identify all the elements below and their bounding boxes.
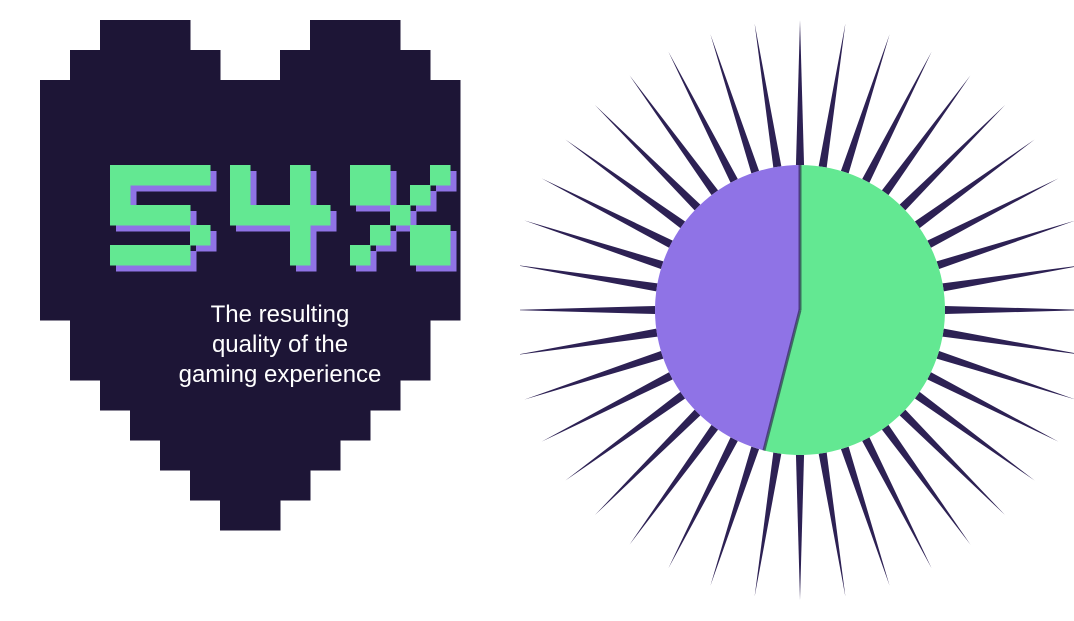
- pie-chart: [520, 10, 1074, 610]
- stat-caption: The resulting quality of the gaming expe…: [40, 300, 520, 390]
- pie-sunburst-panel: [520, 10, 1074, 610]
- stat-caption-line3: gaming experience: [179, 361, 382, 388]
- infographic-stage: The resulting quality of the gaming expe…: [0, 0, 1074, 621]
- stat-caption-line1: The resulting: [211, 301, 350, 328]
- stat-caption-line2: quality of the: [212, 331, 348, 358]
- pixel-heart-panel: [40, 20, 520, 560]
- pixel-heart-icon: [40, 20, 520, 560]
